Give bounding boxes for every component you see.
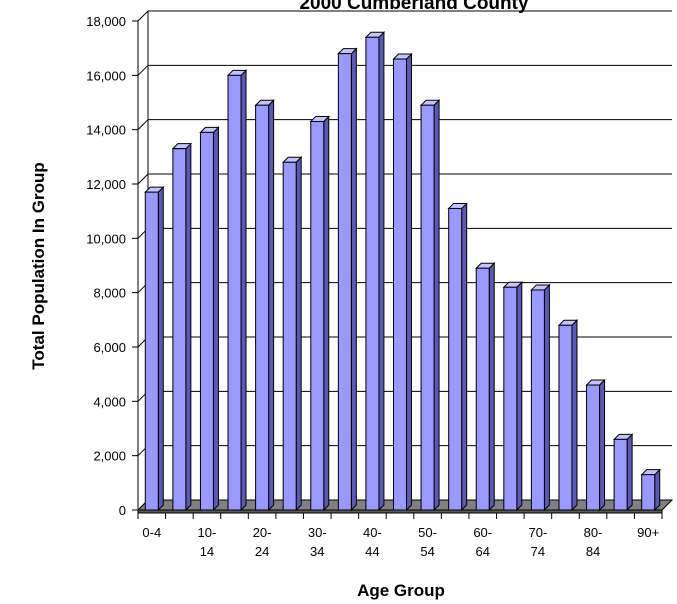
bar-side (157, 185, 164, 512)
y-tick-label: 0 (119, 503, 126, 518)
bar-side (461, 202, 468, 512)
bar (309, 115, 330, 512)
bar (337, 47, 358, 512)
x-tick-label: 14 (200, 544, 214, 559)
x-tick-label: 60- (473, 525, 492, 540)
bar-front (255, 104, 270, 511)
bar-front (199, 131, 214, 511)
bar-front (586, 384, 601, 511)
x-tick-label: 80- (584, 525, 603, 540)
y-tick-label: 12,000 (86, 177, 126, 192)
bar-side (323, 115, 330, 512)
y-tick-label: 16,000 (86, 68, 126, 83)
bar-front (641, 474, 656, 511)
y-axis-ticks: 0 2,000 4,000 6,000 8,000 10,000 12,000 14,000 1… (86, 14, 138, 518)
bar-front (144, 191, 159, 511)
bar-front (448, 207, 463, 511)
x-tick-label: 24 (255, 544, 269, 559)
bar-side (543, 283, 550, 512)
bar (199, 126, 220, 512)
bar-side (516, 281, 523, 512)
bar-side (406, 52, 412, 512)
bar-front (558, 324, 573, 511)
y-tick-label: 14,000 (86, 123, 126, 138)
x-tick-label: 34 (310, 544, 324, 559)
chart-title: 2000 Cumberland County (299, 0, 529, 14)
gridline-wall-segment (137, 119, 149, 131)
bar-side (378, 31, 385, 512)
y-tick-label: 18,000 (86, 14, 126, 29)
x-tick-label: 10- (198, 525, 217, 540)
bars (144, 31, 661, 512)
bar (585, 378, 606, 512)
bar (392, 52, 413, 512)
gridline-wall-segment (137, 64, 149, 76)
bar (419, 99, 441, 512)
x-tick-label: 54 (420, 544, 434, 559)
y-tick-label: 4,000 (93, 394, 126, 409)
bar (447, 202, 468, 512)
x-axis-ticks: 0-4 10- 14 20- 24 30- 34 40- 44 50- 54 60- 64 70- 74 80… (137, 513, 663, 559)
bar-side (268, 99, 275, 512)
bar (364, 31, 386, 512)
bar (530, 283, 551, 512)
bar-side (350, 47, 357, 512)
bar (281, 156, 303, 512)
x-tick-label: 64 (476, 544, 490, 559)
bar-front (172, 148, 187, 511)
x-tick-label: 74 (531, 544, 545, 559)
x-tick-label: 0-4 (142, 525, 161, 540)
x-tick-label: 84 (586, 544, 600, 559)
bar-side (185, 142, 192, 512)
bar (475, 262, 496, 512)
x-tick-label: 70- (528, 525, 547, 540)
bar-front (530, 289, 545, 511)
bar-side (295, 156, 302, 512)
bar (557, 319, 579, 512)
x-tick-label: 90+ (637, 525, 659, 540)
bar (144, 185, 165, 512)
y-tick-label: 6,000 (93, 340, 126, 355)
bar-front (310, 121, 325, 511)
y-tick-label: 8,000 (93, 286, 126, 301)
y-tick-label: 10,000 (86, 231, 126, 246)
x-tick-label: 40- (363, 525, 382, 540)
bar-front (475, 267, 490, 511)
bar-front (365, 36, 380, 511)
bar-side (571, 319, 578, 512)
gridline-wall-segment (137, 10, 149, 22)
bar (226, 69, 248, 512)
bar-side (654, 468, 661, 512)
y-axis-title: Total Population In Group (29, 162, 48, 369)
y-tick-label: 2,000 (93, 449, 126, 464)
gridline-wall-segment (137, 173, 149, 185)
x-tick-label: 50- (418, 525, 437, 540)
bar (612, 433, 634, 512)
bar-front (393, 58, 407, 511)
bar-side (599, 378, 606, 512)
x-tick-label: 20- (253, 525, 272, 540)
bar-side (212, 126, 219, 512)
bar-front (227, 74, 242, 511)
bar (171, 142, 193, 512)
bar-side (240, 69, 247, 512)
bar-side (488, 262, 495, 512)
bar (502, 281, 524, 512)
bar-front (420, 104, 435, 511)
x-tick-label: 30- (308, 525, 327, 540)
bar-front (282, 161, 297, 511)
bar-side (626, 433, 633, 512)
bar-front (613, 438, 628, 511)
bar-front (337, 53, 352, 511)
bar (254, 99, 275, 512)
bar (640, 468, 661, 512)
x-tick-label: 44 (365, 544, 379, 559)
bar-front (503, 286, 518, 511)
bar-side (433, 99, 440, 512)
x-axis-title: Age Group (357, 581, 445, 600)
